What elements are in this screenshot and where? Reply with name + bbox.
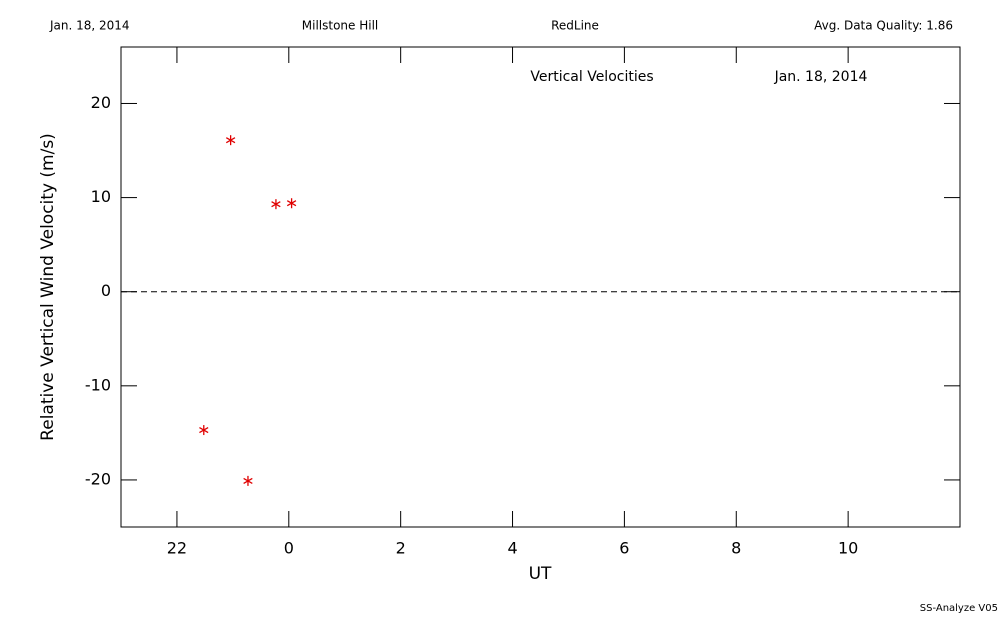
header-line: RedLine bbox=[551, 19, 599, 33]
annotation-date: Jan. 18, 2014 bbox=[774, 69, 868, 85]
point bbox=[225, 135, 236, 146]
x-tick-label: 0 bbox=[284, 539, 294, 558]
point-stroke bbox=[271, 201, 281, 208]
plot-frame bbox=[120, 46, 961, 528]
x-tick-label: 10 bbox=[838, 539, 858, 558]
point-stroke bbox=[243, 477, 253, 484]
point bbox=[199, 425, 209, 436]
point bbox=[286, 198, 297, 209]
header-date: Jan. 18, 2014 bbox=[49, 19, 130, 33]
footer: SS-Analyze V05 bbox=[920, 603, 998, 614]
point-stroke bbox=[286, 200, 297, 207]
x-tick-label: 2 bbox=[396, 539, 406, 558]
x-tick-label: 6 bbox=[619, 539, 629, 558]
point bbox=[243, 475, 253, 486]
x-tick-label: 4 bbox=[507, 539, 517, 558]
point-stroke bbox=[225, 137, 236, 144]
x-tick-label: 22 bbox=[167, 539, 187, 558]
x-axis-label: UT bbox=[529, 564, 552, 584]
header-site: Millstone Hill bbox=[302, 19, 378, 33]
x-tick-label: 8 bbox=[731, 539, 741, 558]
header-quality: Avg. Data Quality: 1.86 bbox=[814, 19, 953, 33]
y-tick-label: -20 bbox=[85, 469, 111, 488]
y-axis-label: Relative Vertical Wind Velocity (m/s) bbox=[38, 133, 58, 441]
y-tick-label: 10 bbox=[91, 187, 111, 206]
y-tick-label: -10 bbox=[85, 375, 111, 394]
annotation-title: Vertical Velocities bbox=[530, 69, 653, 85]
point bbox=[271, 199, 281, 210]
y-tick-label: 0 bbox=[101, 281, 111, 300]
point-stroke bbox=[199, 426, 209, 434]
y-tick-label: 20 bbox=[91, 93, 111, 112]
